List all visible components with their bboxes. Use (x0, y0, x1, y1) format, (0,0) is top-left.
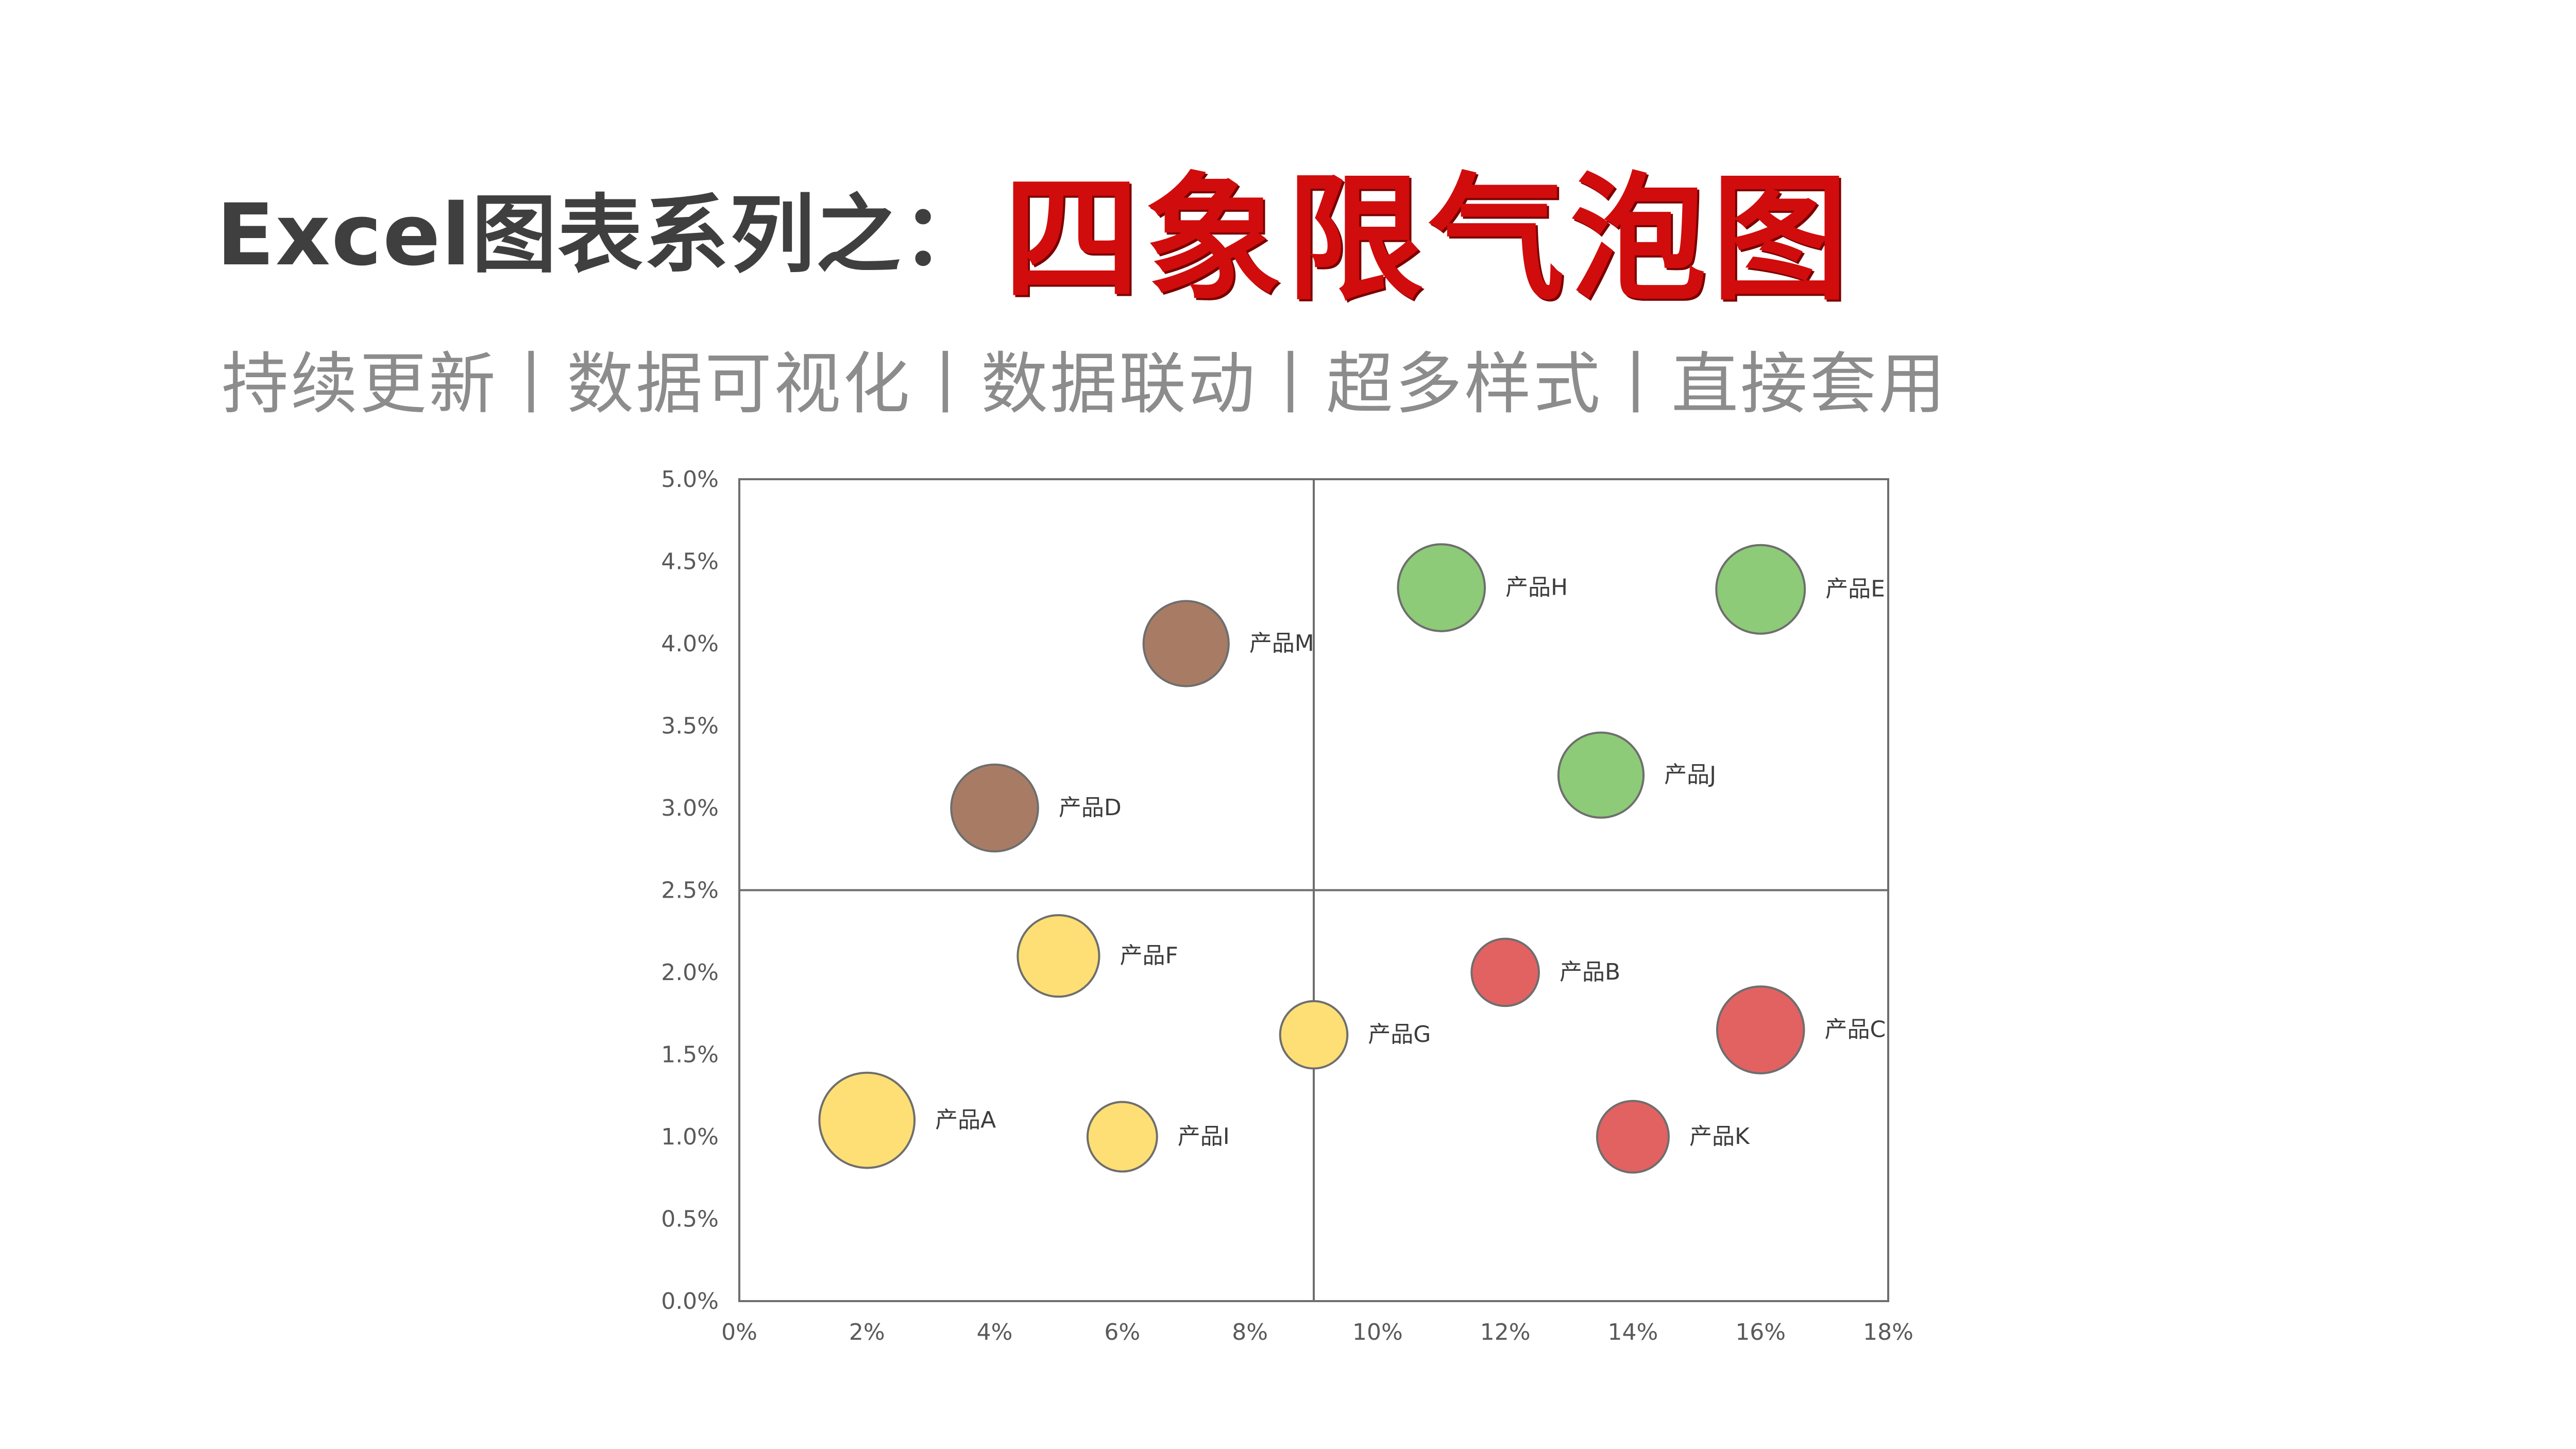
y-tick-label: 4.0% (661, 631, 719, 657)
y-tick-label: 4.5% (661, 549, 719, 575)
bubble-label: 产品F (1120, 942, 1178, 969)
bubble-label: 产品K (1689, 1123, 1750, 1150)
subtitle: 持续更新丨数据可视化丨数据联动丨超多样式丨直接套用 (222, 345, 1948, 423)
bubble (818, 1071, 916, 1169)
page-title: Excel图表系列之： 四象限气泡图 (216, 129, 1853, 326)
bubble (1142, 600, 1230, 687)
bubble-chart: 产品A 产品B 产品C 产品D 产品E 产品F 产品G 产品H 产品I 产品J 产品K 产品M 0% 2… (661, 466, 1913, 1345)
x-tick-label: 14% (1608, 1319, 1658, 1345)
bubble-label: 产品I (1178, 1123, 1230, 1150)
title-highlight: 四象限气泡图 (1003, 160, 1854, 319)
bubble (1470, 937, 1540, 1007)
y-tick-label: 2.5% (661, 878, 719, 904)
x-tick-label: 0% (721, 1319, 757, 1345)
bubble (1596, 1100, 1670, 1174)
bubble (1716, 985, 1805, 1074)
bubble-label: 产品B (1560, 959, 1620, 985)
x-tick-label: 4% (977, 1319, 1013, 1345)
bubble (1016, 914, 1100, 998)
bubble (1086, 1101, 1158, 1173)
bubble-label: 产品C (1825, 1017, 1886, 1043)
y-tick-label: 2.0% (661, 959, 719, 986)
x-tick-label: 6% (1104, 1319, 1140, 1345)
x-tick-label: 16% (1735, 1319, 1786, 1345)
bubble (1279, 1000, 1349, 1070)
y-tick-label: 0.0% (661, 1288, 719, 1315)
y-tick-label: 3.5% (661, 713, 719, 739)
bubble (1397, 543, 1486, 632)
x-tick-label: 18% (1863, 1319, 1913, 1345)
bubble (1557, 731, 1645, 819)
x-tick-label: 12% (1480, 1319, 1531, 1345)
bubble-label: 产品G (1368, 1021, 1431, 1048)
x-tick-label: 2% (849, 1319, 885, 1345)
bubble-label: 产品E (1825, 576, 1885, 602)
bubble-label: 产品M (1249, 630, 1314, 656)
y-tick-label: 5.0% (661, 466, 719, 493)
title-prefix: Excel图表系列之： (216, 186, 988, 284)
x-tick-label: 10% (1352, 1319, 1403, 1345)
bubble (950, 763, 1039, 853)
bubble-label: 产品J (1664, 762, 1716, 788)
bubble-label: 产品D (1059, 795, 1122, 821)
y-tick-label: 3.0% (661, 795, 719, 821)
x-tick-label: 8% (1232, 1319, 1268, 1345)
bubble-label: 产品A (935, 1107, 996, 1133)
y-tick-label: 1.5% (661, 1042, 719, 1068)
bubble-label: 产品H (1505, 575, 1568, 601)
y-tick-label: 0.5% (661, 1206, 719, 1233)
y-tick-label: 1.0% (661, 1124, 719, 1150)
bubble (1715, 544, 1806, 635)
